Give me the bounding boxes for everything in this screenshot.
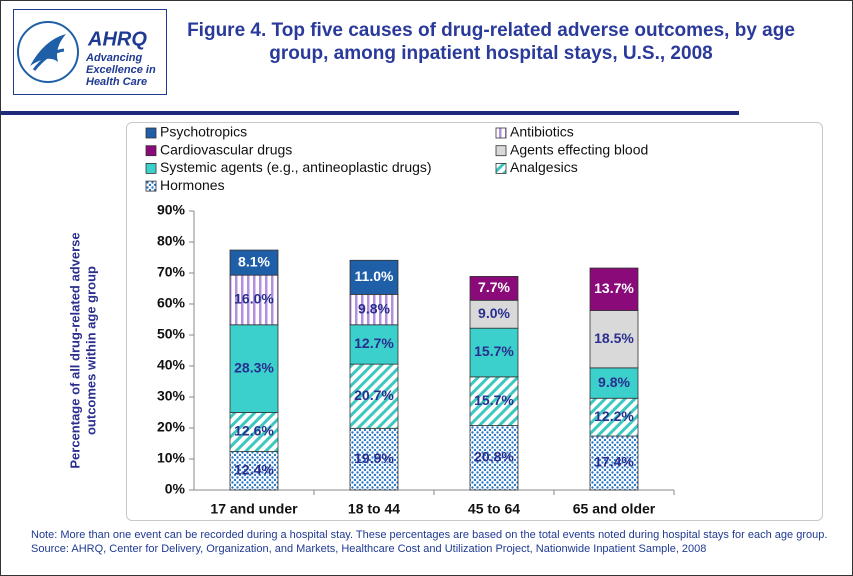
data-label: 12.4% <box>234 461 274 477</box>
source: Source: AHRQ, Center for Delivery, Organ… <box>31 542 707 555</box>
data-label: 15.7% <box>474 343 514 359</box>
data-label: 9.0% <box>478 305 510 321</box>
bar-segment <box>229 451 279 491</box>
y-tick-label: 0% <box>165 481 186 497</box>
y-tick-label: 80% <box>157 233 186 249</box>
x-tick-label: 45 to 64 <box>468 501 520 517</box>
bar-segment <box>349 259 399 295</box>
bar-segment <box>229 249 279 276</box>
logo-art: AHRQ <box>17 21 147 83</box>
logo-name: AHRQ <box>87 28 147 50</box>
legend-swatch <box>145 127 157 139</box>
bar-segment <box>229 274 279 326</box>
bar-segment <box>349 363 399 429</box>
bar-segment <box>589 397 639 437</box>
legend-label: Psychotropics <box>160 124 247 140</box>
y-axis-label: Percentage of all drug-related adverse <box>67 232 82 468</box>
data-label: 17.4% <box>594 454 634 470</box>
data-label: 12.7% <box>354 335 394 351</box>
y-tick-label: 60% <box>157 295 186 311</box>
legend-swatch <box>145 180 157 192</box>
y-axis-label: outcomes within age group <box>83 266 98 435</box>
bar-segment <box>469 327 519 378</box>
legend-label: Hormones <box>160 177 225 193</box>
legend-swatch <box>495 127 507 139</box>
bar-segment <box>589 310 639 369</box>
logo: AHRQ Advancing Excellence in Health Care <box>13 9 167 95</box>
bar-segment <box>469 376 519 426</box>
data-label: 28.3% <box>234 359 274 375</box>
notes: Note: More than one event can be recorde… <box>31 529 846 556</box>
data-label: 20.8% <box>474 448 514 464</box>
data-label: 12.6% <box>234 423 274 439</box>
data-label: 15.7% <box>474 392 514 408</box>
y-tick-label: 50% <box>157 326 186 342</box>
bar-segment <box>229 412 279 452</box>
header-rule <box>1 111 739 115</box>
bar-segment <box>349 293 399 326</box>
logo-tagline: Advancing Excellence in Health Care <box>86 52 156 88</box>
data-label: 8.1% <box>238 253 270 269</box>
bar-segment <box>589 435 639 491</box>
y-tick-label: 10% <box>157 450 186 466</box>
bar-segment <box>469 276 519 301</box>
legend-label: Agents effecting blood <box>510 141 648 157</box>
legend-swatch <box>495 145 507 157</box>
data-label: 9.8% <box>358 300 390 316</box>
data-label: 16.0% <box>234 291 274 307</box>
data-label: 18.5% <box>594 330 634 346</box>
data-label: 11.0% <box>355 268 394 284</box>
y-tick-label: 90% <box>157 202 186 218</box>
legend-swatch <box>495 162 507 174</box>
bar-segment <box>229 324 279 413</box>
y-tick-label: 20% <box>157 419 186 435</box>
y-tick-label: 70% <box>157 264 186 280</box>
x-tick-label: 65 and older <box>573 501 656 517</box>
chart-title: Figure 4. Top five causes of drug-relate… <box>187 20 795 64</box>
bar-segment <box>349 324 399 365</box>
bar-segment <box>589 267 639 311</box>
bar-segment <box>469 425 519 491</box>
legend-swatch <box>145 145 157 157</box>
data-label: 20.7% <box>354 387 394 403</box>
legend-label: Systemic agents (e.g., antineoplastic dr… <box>160 159 432 175</box>
data-label: 12.2% <box>594 408 634 424</box>
y-tick-label: 30% <box>157 388 186 404</box>
chart-frame <box>126 122 823 521</box>
legend-label: Antibiotics <box>510 124 574 140</box>
bar-segment <box>469 299 519 329</box>
data-label: 19.9% <box>354 450 394 466</box>
legend-label: Analgesics <box>510 159 578 175</box>
y-tick-label: 40% <box>157 357 186 373</box>
data-label: 7.7% <box>478 279 510 295</box>
legend-label: Cardiovascular drugs <box>160 141 292 157</box>
legend-swatch <box>145 162 157 174</box>
data-label: 9.8% <box>598 374 630 390</box>
x-tick-label: 18 to 44 <box>348 501 400 517</box>
data-label: 13.7% <box>594 280 634 296</box>
x-tick-label: 17 and under <box>210 501 298 517</box>
note: Note: More than one event can be recorde… <box>31 529 828 541</box>
bar-segment <box>349 427 399 491</box>
